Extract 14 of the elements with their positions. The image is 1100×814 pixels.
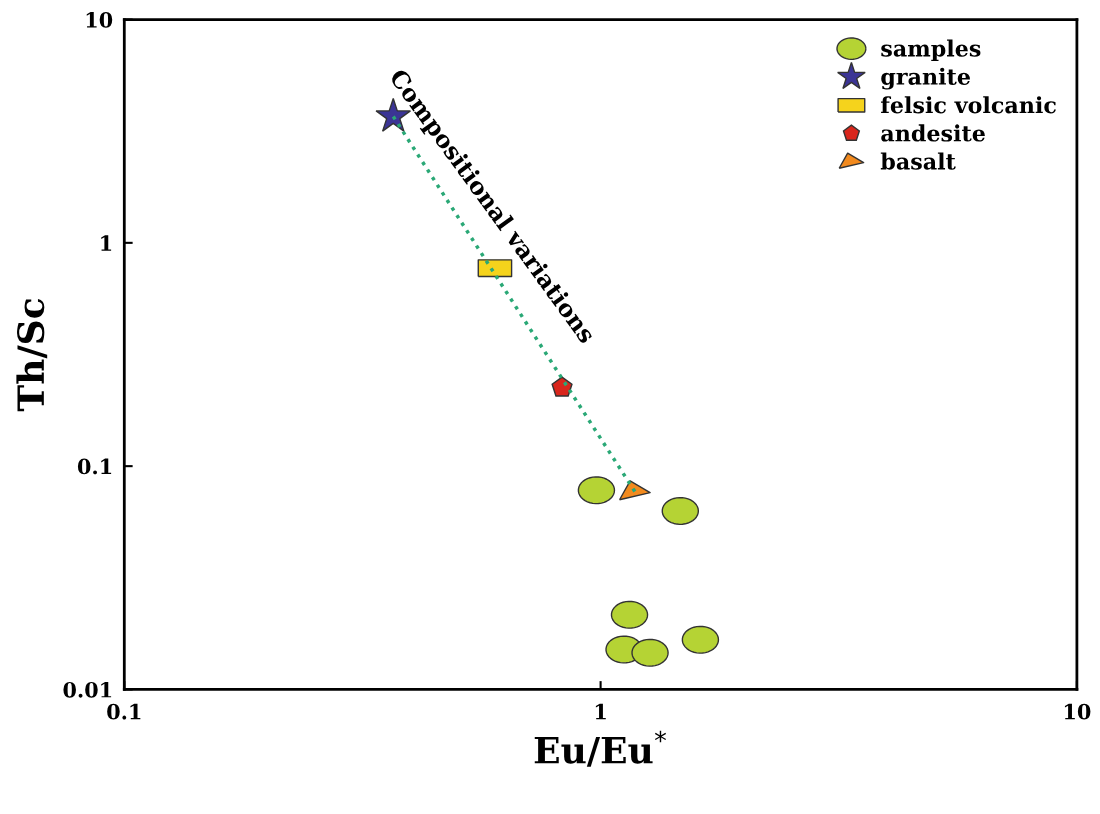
- y-tick-label: 1: [101, 235, 112, 251]
- x-tick-label: 0.1: [107, 703, 141, 720]
- y-tick-label: 10: [86, 11, 113, 28]
- legend-label: basalt: [880, 152, 956, 170]
- x-tick-label: 10: [1064, 703, 1091, 720]
- legend-label: felsic volcanic: [880, 96, 1056, 114]
- y-axis-title: Th/Sc: [16, 298, 48, 412]
- y-tick-label: 0.1: [77, 458, 112, 475]
- x-axis-title: Eu/Eu$^{*}$: [534, 730, 667, 767]
- legend-label: granite: [881, 67, 970, 90]
- y-tick-label: 0.01: [63, 681, 112, 698]
- x-tick-label: 1: [595, 703, 606, 720]
- legend-label: samples: [881, 39, 981, 62]
- legend-label: andesite: [881, 124, 985, 142]
